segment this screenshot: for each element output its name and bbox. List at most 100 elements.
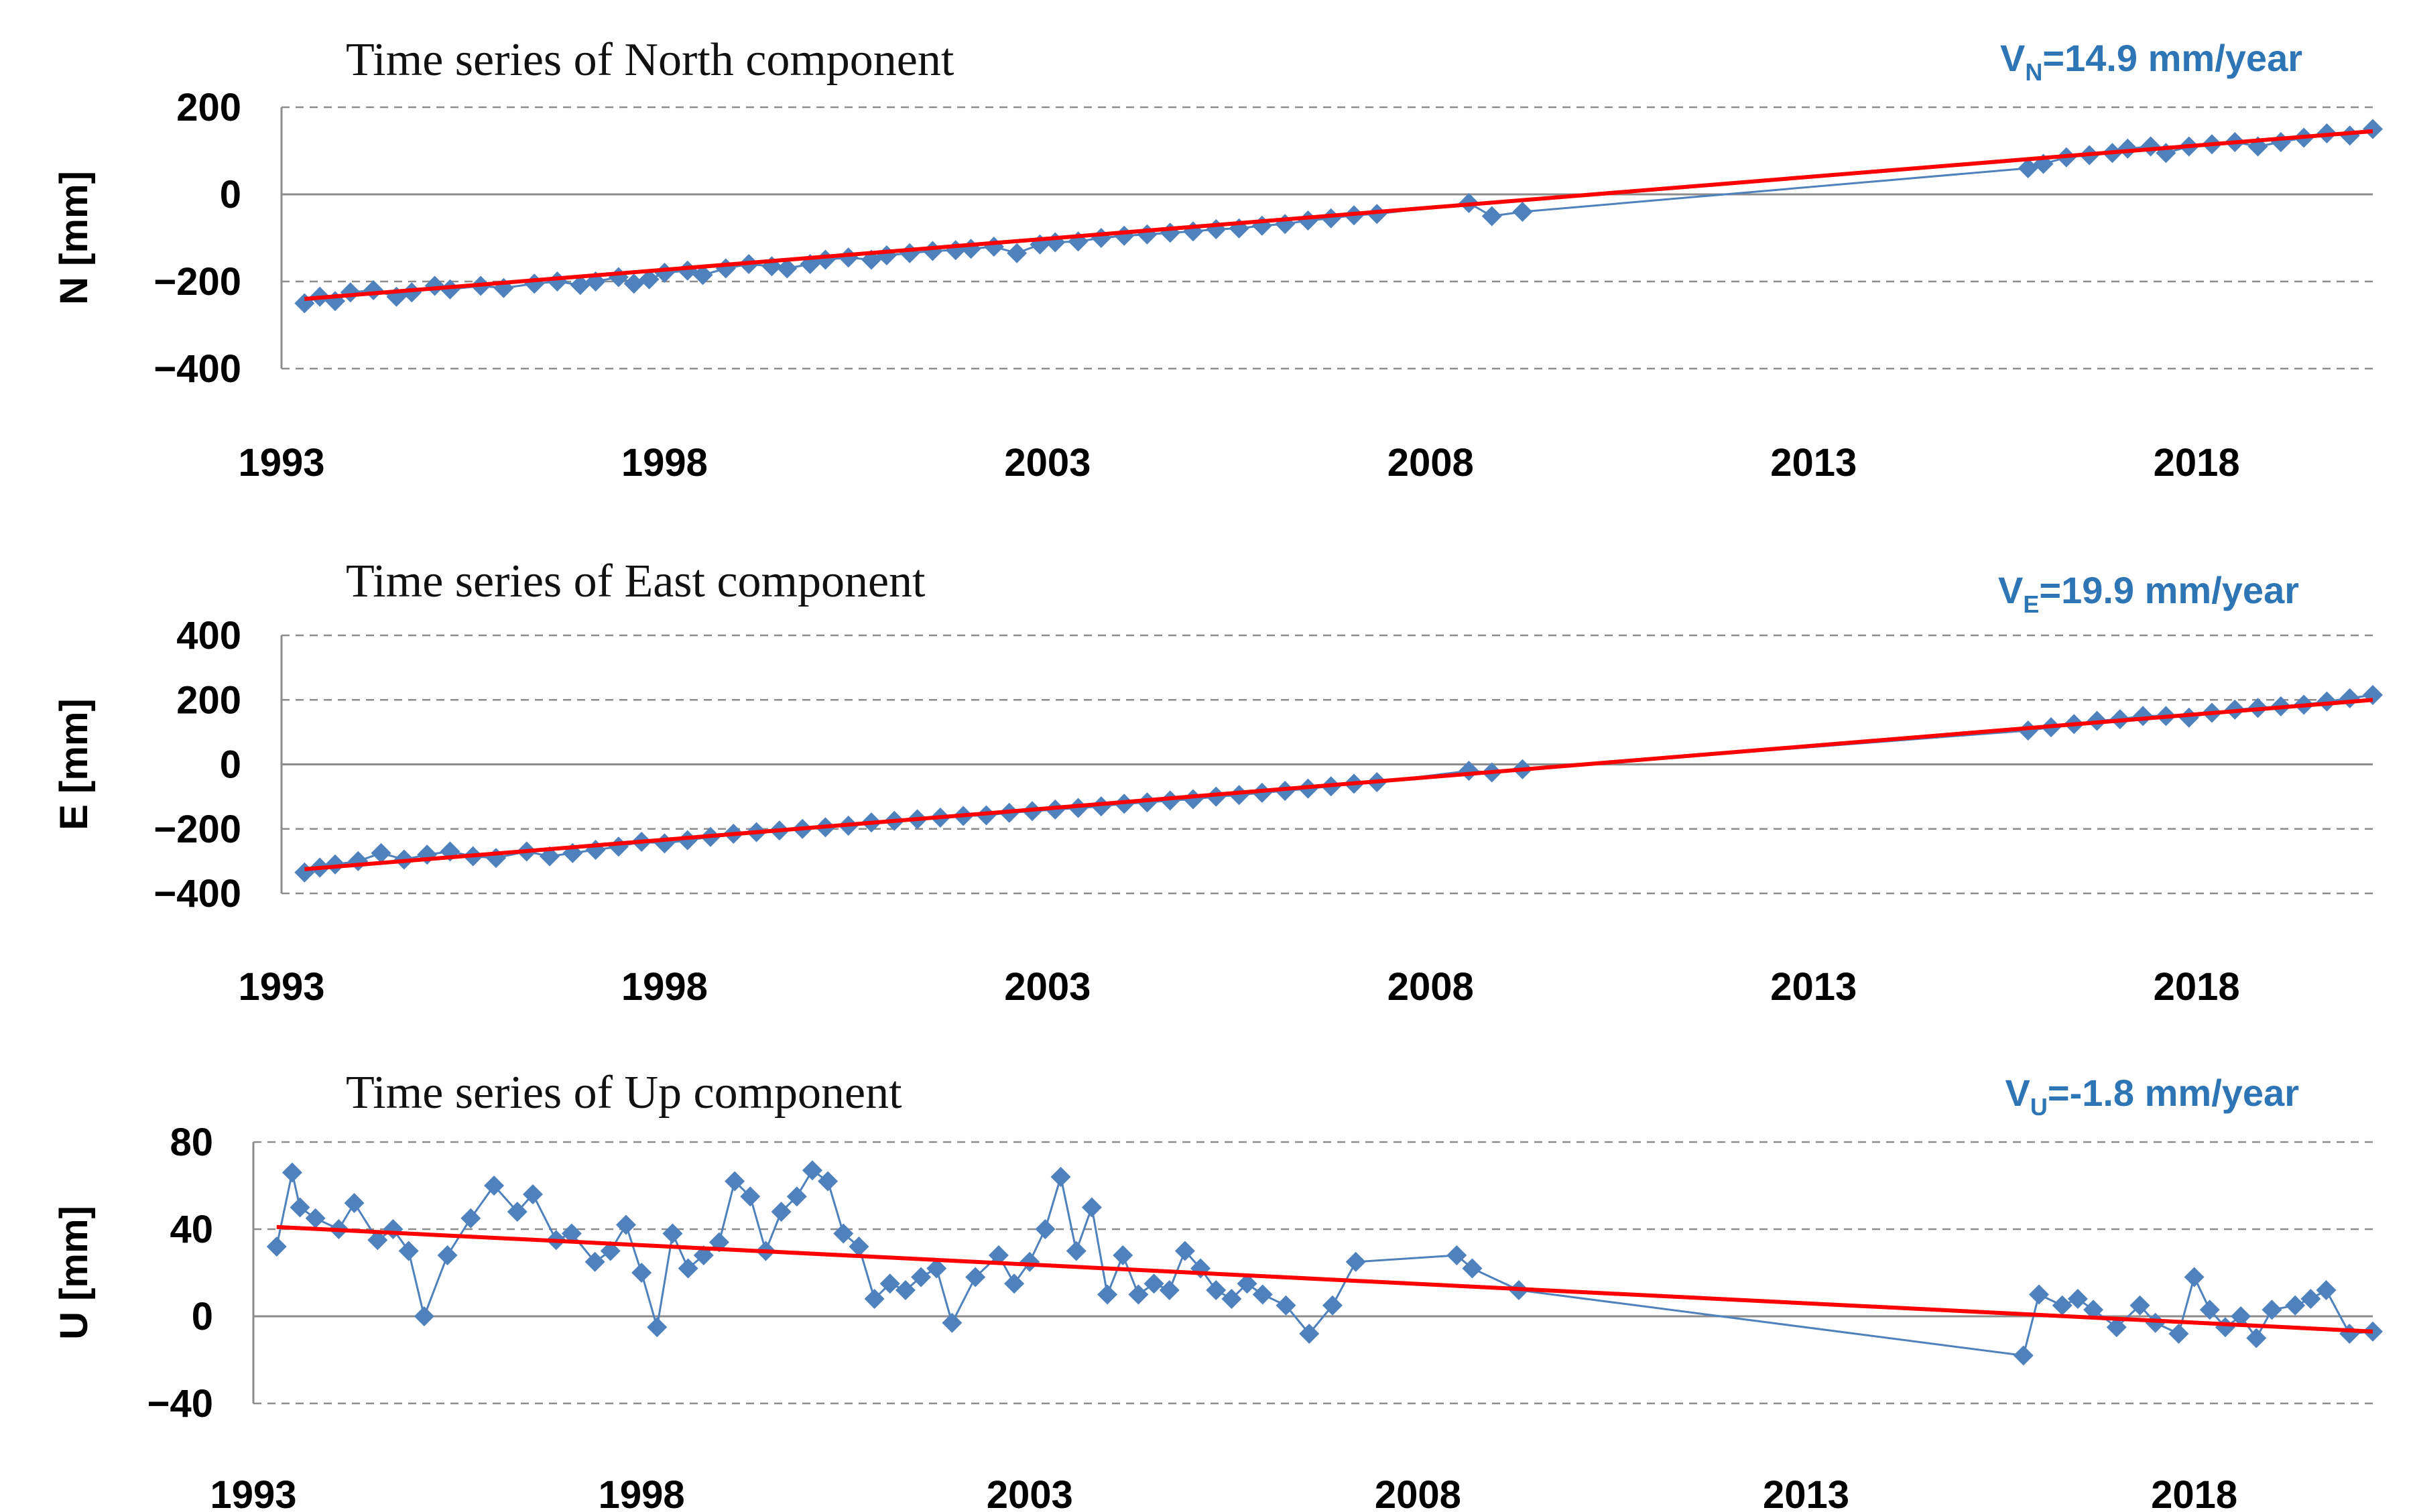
data-point (2067, 1289, 2088, 1309)
data-point (922, 241, 943, 261)
data-point (486, 848, 506, 869)
y-tick-label: −400 (153, 347, 241, 391)
data-point (631, 1263, 652, 1283)
data-point (1206, 219, 1227, 239)
data-point (2018, 158, 2038, 178)
data-point (440, 279, 460, 300)
data-point (2117, 138, 2138, 159)
y-tick-label: −200 (153, 808, 241, 851)
x-tick-label: 2018 (2151, 1473, 2237, 1512)
data-point (1322, 1295, 1343, 1316)
data-point (1320, 208, 1341, 229)
data-point (654, 833, 675, 854)
data-point (988, 1245, 1009, 1265)
data-point (2300, 1289, 2321, 1309)
data-point (266, 1237, 287, 1257)
panel-1: −400 −200 0 200 1993 1998 2003 2008 2013 2018 N [m… (52, 34, 2383, 485)
data-point (895, 1280, 916, 1300)
data-point (692, 265, 713, 286)
trend-line (304, 129, 2373, 301)
data-point (1137, 224, 1158, 245)
data-point (547, 271, 568, 292)
data-point (926, 1258, 947, 1279)
data-point (983, 237, 1004, 257)
y-tick-label: 40 (170, 1208, 213, 1251)
y-tick-label: 400 (176, 614, 241, 657)
data-point (1068, 798, 1089, 818)
data-point (1143, 1273, 1164, 1294)
data-point (348, 850, 369, 871)
chart-title: Time series of East component (346, 556, 926, 607)
data-point (1298, 210, 1318, 231)
data-point (2133, 706, 2154, 727)
data-point (282, 1162, 302, 1183)
data-point (424, 275, 445, 296)
y-tick-label: −40 (147, 1382, 213, 1426)
data-point (715, 258, 736, 279)
data-point (2285, 1295, 2306, 1316)
data-point (1035, 1219, 1056, 1239)
data-point (1174, 1241, 1195, 1261)
panel-2: −400 −200 0 200 400 1993 1998 2003 2008 2013 2018 E… (52, 556, 2383, 1009)
data-point (777, 258, 798, 279)
data-point (507, 1202, 528, 1222)
data-point (367, 1230, 388, 1251)
data-point (363, 280, 384, 300)
data-point (942, 1312, 963, 1333)
y-axis-label: E [mm] (52, 698, 96, 830)
data-point (864, 1289, 885, 1309)
data-point (2246, 1328, 2267, 1348)
data-point (2184, 1267, 2205, 1287)
y-tick-label: −400 (153, 872, 241, 916)
data-point (460, 1208, 481, 1228)
x-tick-label: 2008 (1387, 965, 1474, 1009)
y-axis-label: N [mm] (52, 171, 96, 305)
x-tick-label: 2003 (1004, 965, 1091, 1009)
data-point (484, 1176, 505, 1196)
data-point (2339, 688, 2360, 708)
velocity-annotation: VN=14.9 mm/year (2000, 37, 2302, 86)
data-point (1252, 1284, 1273, 1305)
data-point (325, 854, 345, 875)
data-point (2339, 125, 2360, 146)
data-point (849, 1237, 869, 1257)
data-point (615, 1214, 636, 1235)
velocity-annotation: VU=-1.8 mm/year (2005, 1072, 2300, 1121)
trend-line (276, 1224, 2373, 1334)
data-point (879, 1273, 900, 1294)
data-point (305, 1208, 326, 1228)
y-tick-label: 0 (220, 743, 241, 787)
x-tick-label: 1993 (238, 441, 324, 485)
data-point (2316, 691, 2337, 712)
data-point (1481, 206, 1502, 227)
data-point (2129, 1295, 2150, 1316)
data-point (725, 1171, 745, 1192)
data-point (771, 1202, 792, 1222)
data-point (570, 275, 591, 296)
x-tick-label: 2008 (1375, 1473, 1461, 1512)
data-point (398, 1241, 419, 1261)
data-point (1091, 796, 1111, 817)
data-point (2083, 1300, 2104, 1320)
chart-title: Time series of Up component (346, 1067, 902, 1119)
x-tick-label: 1998 (621, 441, 708, 485)
data-point (1183, 789, 1203, 810)
data-point (414, 1306, 434, 1326)
y-tick-label: 200 (176, 86, 241, 129)
data-point (561, 1223, 582, 1244)
data-point (294, 862, 315, 883)
data-point (1276, 1295, 1296, 1316)
data-point (876, 245, 897, 265)
x-tick-label: 2008 (1387, 441, 1474, 485)
data-point (1004, 1273, 1025, 1294)
data-point (1237, 1273, 1257, 1294)
data-point (401, 282, 422, 303)
data-point (2106, 1317, 2127, 1338)
x-tick-label: 2003 (987, 1473, 1073, 1512)
data-point (2270, 132, 2291, 152)
velocity-annotation: VE=19.9 mm/year (1998, 569, 2299, 618)
y-tick-label: −200 (153, 260, 241, 304)
data-point (815, 249, 836, 270)
data-point (911, 1267, 932, 1287)
